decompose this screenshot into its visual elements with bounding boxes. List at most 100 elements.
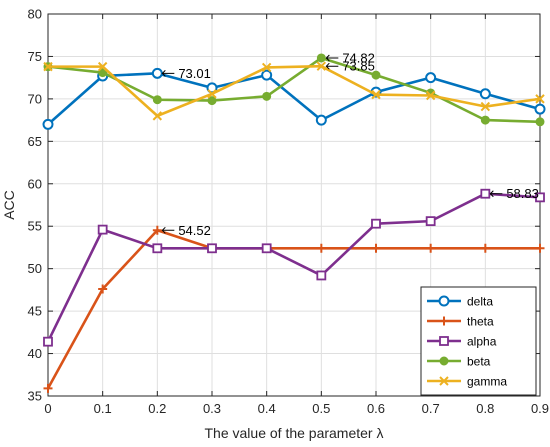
data-point-alpha — [43, 336, 53, 347]
data-point-alpha — [535, 192, 545, 203]
data-point-theta — [98, 284, 108, 294]
annotation-arrow — [325, 62, 339, 70]
legend-label: beta — [467, 355, 491, 369]
data-point-theta — [371, 243, 381, 253]
x-tick-label: 0.4 — [258, 401, 276, 416]
annotation-label: 58.83 — [506, 186, 539, 201]
y-axis-label: ACC — [1, 190, 17, 220]
data-point-beta — [207, 96, 217, 106]
y-tick-label: 80 — [28, 7, 42, 22]
annotation-label: 54.52 — [178, 223, 211, 238]
data-point-alpha — [97, 224, 108, 235]
data-point-beta — [98, 68, 108, 78]
legend-item-alpha: alpha — [427, 335, 497, 349]
legend-marker — [439, 316, 449, 326]
series-gamma — [43, 61, 545, 121]
data-point-beta — [152, 95, 162, 105]
legend-item-theta: theta — [427, 315, 494, 329]
legend-label: theta — [467, 315, 494, 329]
series-beta — [43, 53, 545, 127]
y-tick-label: 70 — [28, 91, 42, 106]
x-tick-label: 0.7 — [422, 401, 440, 416]
legend-item-beta: beta — [427, 355, 491, 369]
legend-item-delta: delta — [427, 295, 493, 309]
x-tick-label: 0.5 — [312, 401, 330, 416]
annotation-label: 73.85 — [342, 59, 375, 74]
annotation-74.82: 74.82 — [325, 50, 375, 65]
data-point-beta — [480, 115, 490, 125]
data-point-alpha — [207, 243, 217, 254]
series-line-alpha — [46, 192, 541, 343]
y-tick-label: 65 — [28, 134, 42, 149]
annotation-54.52: 54.52 — [161, 223, 211, 238]
data-point-theta — [316, 243, 326, 253]
y-tick-label: 40 — [28, 346, 42, 361]
data-point-theta — [426, 243, 436, 253]
series-group — [42, 53, 546, 393]
annotation-58.83: 58.83 — [489, 186, 539, 201]
legend-marker — [439, 336, 449, 346]
series-line-theta — [46, 228, 540, 389]
data-point-gamma — [152, 111, 163, 121]
legend-item-gamma: gamma — [427, 375, 507, 389]
y-tick-label: 75 — [28, 49, 42, 64]
x-tick-label: 0 — [44, 401, 51, 416]
data-point-gamma — [97, 61, 108, 72]
data-point-delta — [261, 69, 273, 81]
y-tick-label: 35 — [28, 389, 42, 404]
data-point-theta — [535, 243, 545, 253]
legend-marker — [439, 376, 449, 386]
annotation-arrow — [161, 226, 175, 234]
data-point-theta — [43, 383, 53, 393]
data-point-delta — [315, 114, 327, 126]
data-point-theta — [152, 225, 162, 235]
data-point-theta — [480, 243, 490, 253]
series-delta — [42, 67, 546, 130]
y-tick-label: 45 — [28, 304, 42, 319]
legend: delta theta alpha beta gamma — [420, 286, 537, 396]
x-tick-label: 0.8 — [476, 401, 494, 416]
data-point-gamma — [535, 94, 545, 104]
data-point-alpha — [480, 188, 491, 199]
annotation-arrow — [325, 54, 339, 62]
x-tick-label: 0.9 — [531, 401, 549, 416]
legend-marker — [438, 295, 450, 307]
data-point-delta — [425, 72, 437, 84]
data-point-delta — [42, 118, 54, 130]
annotation-73.01: 73.01 — [161, 66, 211, 81]
x-tick-label: 0.1 — [94, 401, 112, 416]
data-point-beta — [535, 117, 545, 127]
data-point-beta — [262, 91, 272, 101]
legend-label: gamma — [467, 375, 507, 389]
y-tick-label: 55 — [28, 219, 42, 234]
x-axis-label: The value of the parameter λ — [205, 425, 384, 441]
data-point-alpha — [425, 216, 436, 227]
data-point-alpha — [152, 243, 163, 254]
series-line-delta — [47, 72, 541, 126]
x-tick-label: 0.6 — [367, 401, 385, 416]
x-tick-label: 0.3 — [203, 401, 221, 416]
y-tick-label: 50 — [28, 261, 42, 276]
data-point-alpha — [316, 270, 327, 281]
data-point-alpha — [371, 218, 381, 229]
data-point-gamma — [43, 61, 53, 72]
data-point-gamma — [371, 89, 381, 100]
y-tick-label: 60 — [28, 176, 42, 191]
annotation-arrow — [161, 69, 175, 77]
data-point-gamma — [261, 62, 272, 73]
annotation-label: 74.82 — [342, 50, 375, 65]
legend-label: delta — [467, 295, 493, 309]
data-point-gamma — [480, 101, 491, 112]
legend-marker — [439, 356, 449, 366]
annotation-arrow — [489, 190, 503, 198]
data-point-beta — [371, 70, 381, 80]
axes: 0 0.1 0.2 0.3 0.4 0.5 0.6 0.7 0.8 0.9 35 40 45 50 55 60… — [28, 7, 550, 417]
x-tick-label: 0.2 — [148, 401, 166, 416]
data-point-delta — [151, 67, 163, 79]
annotation-73.85: 73.85 — [325, 59, 375, 74]
data-point-delta — [534, 103, 546, 115]
data-point-delta — [479, 88, 491, 100]
data-point-gamma — [425, 90, 436, 101]
